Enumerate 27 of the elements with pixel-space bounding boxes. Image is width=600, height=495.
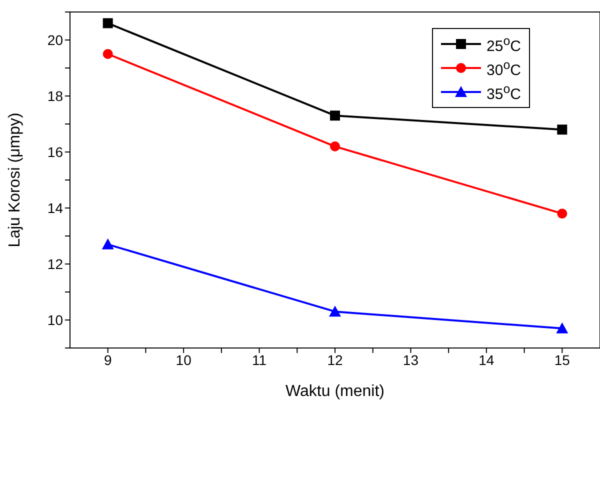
point — [330, 110, 340, 121]
point — [330, 141, 340, 152]
x-tick-label: 9 — [104, 352, 112, 368]
point — [557, 124, 568, 135]
point — [102, 49, 113, 59]
point — [329, 306, 341, 317]
point — [102, 18, 113, 28]
legend-label: 35$^{o}$C — [486, 82, 521, 102]
y-tick-label: 20 — [47, 32, 64, 48]
y-axis-title: Laju Korosi (μmpy) — [6, 112, 24, 248]
point — [557, 208, 568, 219]
y-tick-label: 14 — [47, 200, 64, 216]
y-tick-label: 10 — [47, 312, 64, 328]
x-tick-label: 10 — [176, 352, 192, 368]
x-tick-label: 12 — [327, 352, 343, 368]
y-tick-label: 18 — [47, 88, 64, 104]
x-tick-label: 14 — [478, 352, 494, 368]
y-tick-label: 16 — [47, 144, 64, 160]
legend-label: 30$^{o}$C — [486, 58, 521, 78]
point — [102, 238, 114, 250]
x-tick-label: 11 — [252, 352, 267, 368]
x-tick-label: 15 — [554, 352, 570, 368]
x-axis-title: Waktu (menit) — [286, 383, 384, 400]
y-tick-label: 12 — [47, 256, 64, 272]
legend-label: 25$^{o}$C — [486, 34, 521, 54]
point — [556, 322, 568, 334]
x-tick-label: 13 — [402, 352, 419, 368]
